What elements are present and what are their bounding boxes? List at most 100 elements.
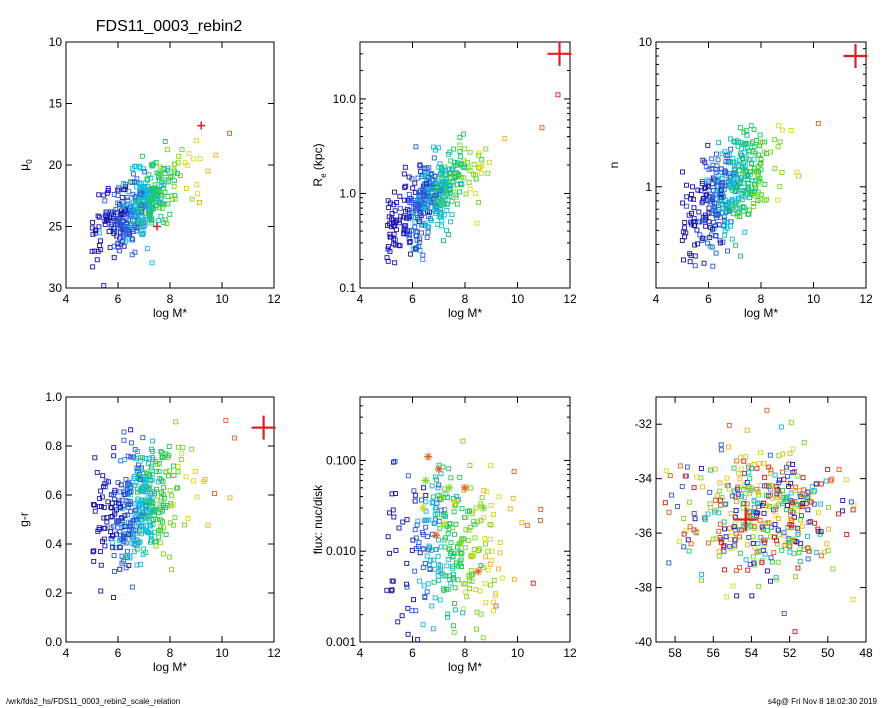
data-point — [539, 125, 545, 131]
data-point — [111, 453, 117, 459]
data-point — [158, 517, 164, 523]
data-point — [453, 560, 459, 566]
data-point — [160, 205, 166, 211]
data-point — [453, 521, 459, 527]
data-point — [119, 204, 125, 209]
data-point — [477, 588, 483, 594]
data-point — [716, 528, 722, 534]
data-point — [392, 189, 397, 195]
data-point — [393, 547, 399, 553]
data-point — [823, 478, 829, 484]
data-point — [428, 218, 434, 224]
data-point — [140, 184, 146, 189]
data-point — [423, 524, 429, 530]
highlight-point — [153, 222, 161, 231]
data-point — [162, 201, 168, 206]
data-point — [448, 170, 454, 176]
y-tick-label: 0.1 — [339, 281, 356, 295]
x-tick-label: 4 — [357, 646, 364, 660]
data-point — [212, 491, 217, 497]
data-point — [717, 502, 723, 508]
data-point — [840, 508, 845, 514]
data-point — [436, 518, 442, 524]
data-point — [662, 500, 668, 506]
data-point — [111, 569, 117, 574]
data-point — [146, 514, 152, 519]
star-stroke — [419, 504, 427, 512]
data-point — [442, 201, 448, 206]
data-point — [702, 517, 708, 523]
data-point — [410, 185, 416, 191]
data-point — [493, 603, 499, 609]
data-point — [705, 184, 711, 190]
data-point — [689, 221, 695, 227]
data-point — [166, 473, 171, 479]
data-point — [423, 517, 429, 523]
data-point — [107, 245, 113, 251]
data-point — [115, 244, 121, 250]
data-point — [675, 504, 680, 509]
panel-color: 4 6 8 10 12 0.0 0.2 0.4 0.6 0.8 1.0 log M* g-r — [17, 390, 281, 674]
data-point — [758, 180, 764, 186]
data-point — [692, 242, 698, 248]
data-point — [445, 201, 451, 207]
data-point — [714, 493, 720, 499]
data-point — [121, 218, 127, 224]
data-point — [140, 166, 146, 172]
y-tick-label: 0.2 — [45, 586, 62, 600]
data-point — [98, 238, 104, 244]
data-point — [707, 489, 713, 495]
data-point — [707, 243, 713, 249]
x-tick-label: 58 — [668, 646, 682, 660]
data-point — [770, 495, 776, 501]
data-point — [124, 195, 130, 201]
data-point — [751, 504, 757, 510]
data-point — [478, 611, 484, 617]
data-point — [454, 201, 460, 207]
data-point — [744, 132, 750, 138]
data-point — [148, 523, 154, 529]
data-point — [205, 168, 211, 174]
data-point — [438, 544, 444, 550]
data-point — [425, 174, 431, 180]
data-point — [710, 263, 716, 269]
data-point — [475, 548, 481, 554]
data-point — [105, 499, 111, 505]
data-point — [744, 501, 750, 507]
data-point — [455, 577, 461, 583]
data-point — [109, 540, 115, 545]
error-cross — [251, 415, 276, 440]
data-point — [171, 183, 177, 189]
data-point — [467, 586, 472, 591]
data-point — [795, 473, 801, 479]
data-point — [722, 232, 727, 238]
data-point — [128, 509, 134, 515]
data-point — [127, 555, 133, 561]
data-point — [740, 501, 746, 507]
data-point — [404, 560, 410, 566]
data-point — [467, 508, 472, 514]
data-point — [158, 524, 164, 530]
data-point — [722, 170, 727, 176]
data-point — [457, 142, 463, 148]
data-point — [732, 537, 738, 543]
data-point — [133, 480, 139, 486]
data-point — [723, 206, 729, 211]
data-point — [111, 553, 117, 558]
data-point — [768, 578, 774, 584]
data-point — [122, 456, 128, 462]
data-point — [384, 255, 390, 261]
data-point — [192, 469, 198, 475]
data-point — [728, 511, 734, 517]
data-point — [140, 435, 146, 441]
data-point — [145, 177, 151, 183]
data-point — [451, 629, 457, 635]
data-point — [779, 127, 785, 133]
data-point — [387, 231, 393, 237]
data-point — [407, 240, 413, 246]
data-point — [389, 491, 395, 497]
data-point — [160, 492, 166, 498]
data-point — [748, 123, 754, 129]
data-point — [113, 216, 119, 222]
data-point — [732, 139, 738, 145]
